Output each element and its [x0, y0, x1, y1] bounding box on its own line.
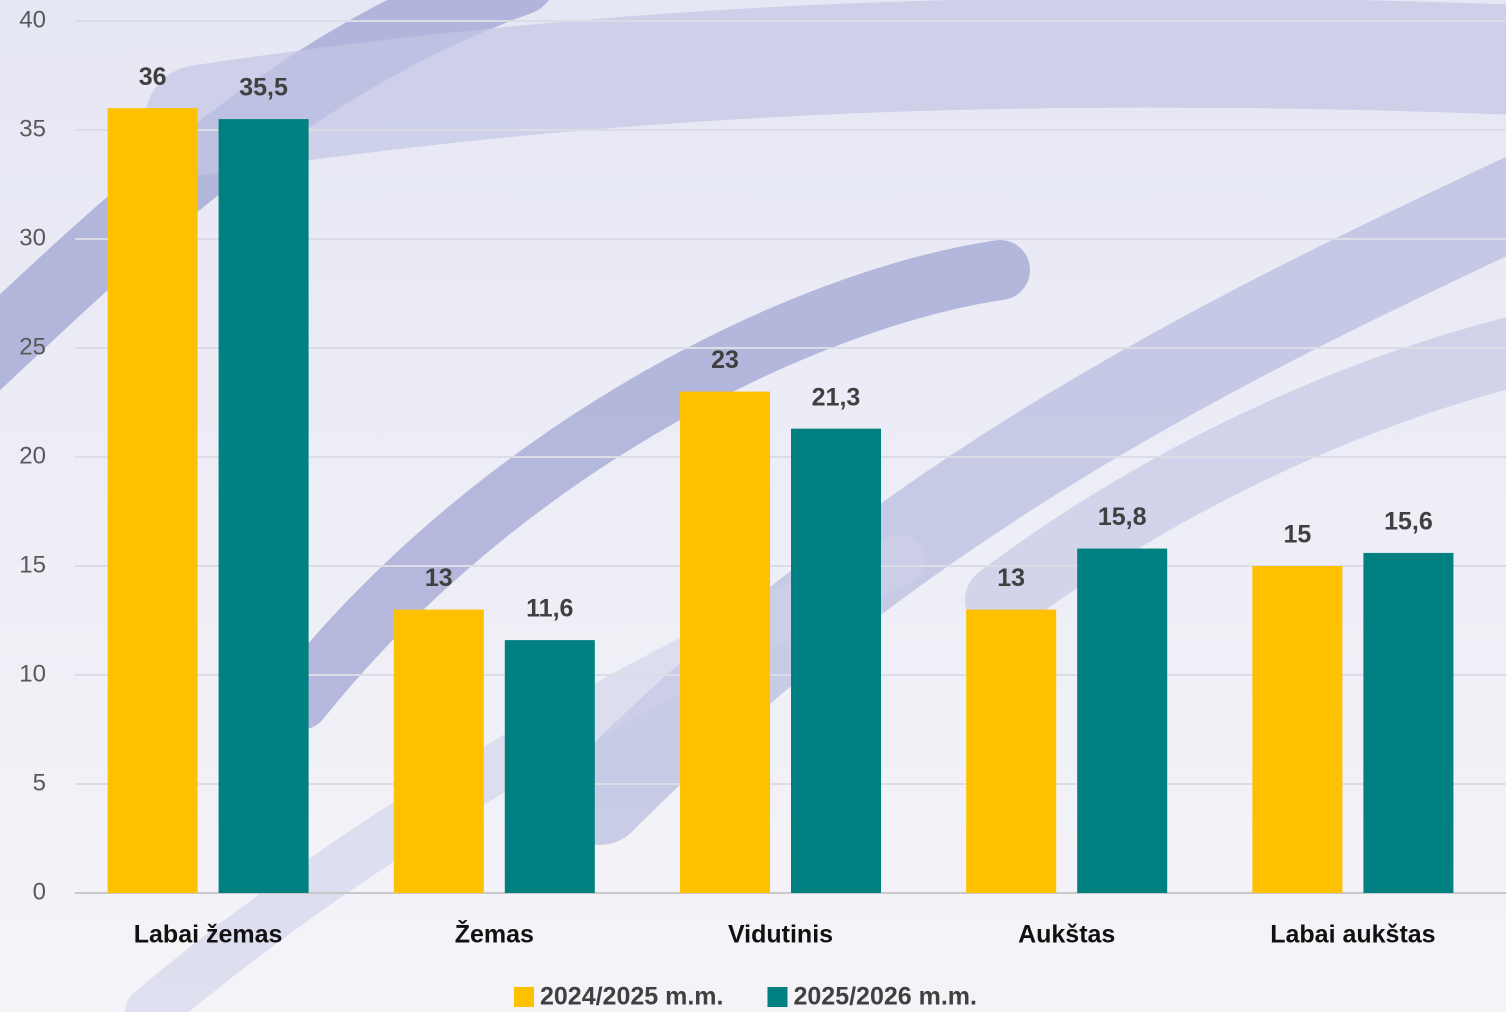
bar: [680, 392, 770, 893]
data-label: 15: [1283, 521, 1311, 549]
data-label: 36: [139, 63, 167, 91]
bar: [966, 610, 1056, 893]
bar: [505, 640, 595, 893]
y-tick-label: 0: [33, 878, 46, 905]
data-label: 11,6: [526, 595, 573, 623]
bar: [1363, 553, 1453, 893]
bar: [394, 610, 484, 893]
data-label: 35,5: [239, 74, 288, 102]
legend-label: 2025/2026 m.m.: [793, 983, 976, 1011]
y-tick-label: 35: [19, 115, 46, 142]
data-label: 21,3: [812, 383, 861, 411]
bar: [108, 108, 198, 893]
y-tick-label: 15: [19, 551, 46, 578]
x-tick-label: Vidutinis: [728, 921, 833, 949]
bar: [1252, 566, 1342, 893]
legend-label: 2024/2025 m.m.: [540, 983, 723, 1011]
data-label: 13: [425, 564, 453, 592]
chart: 0 5 10 15 20 25 30 35 40 Labai žemas 36 35,5 Žemas 13…: [0, 0, 1506, 1012]
data-label: 23: [711, 346, 739, 374]
bar: [1077, 549, 1167, 893]
x-tick-label: Labai žemas: [134, 921, 283, 949]
y-tick-label: 5: [33, 769, 46, 796]
y-tick-label: 20: [19, 442, 46, 469]
data-label: 13: [997, 564, 1025, 592]
y-tick-label: 40: [19, 6, 46, 33]
y-tick-label: 30: [19, 224, 46, 251]
x-tick-label: Aukštas: [1018, 921, 1115, 949]
y-tick-label: 10: [19, 660, 46, 687]
bar: [219, 119, 309, 893]
legend-swatch: [767, 987, 787, 1007]
data-label: 15,8: [1098, 503, 1147, 531]
x-tick-label: Žemas: [455, 919, 534, 949]
x-tick-label: Labai aukštas: [1270, 921, 1435, 949]
legend-swatch: [514, 987, 534, 1007]
data-label: 15,6: [1384, 508, 1433, 536]
y-tick-label: 25: [19, 333, 46, 360]
bar: [791, 429, 881, 893]
